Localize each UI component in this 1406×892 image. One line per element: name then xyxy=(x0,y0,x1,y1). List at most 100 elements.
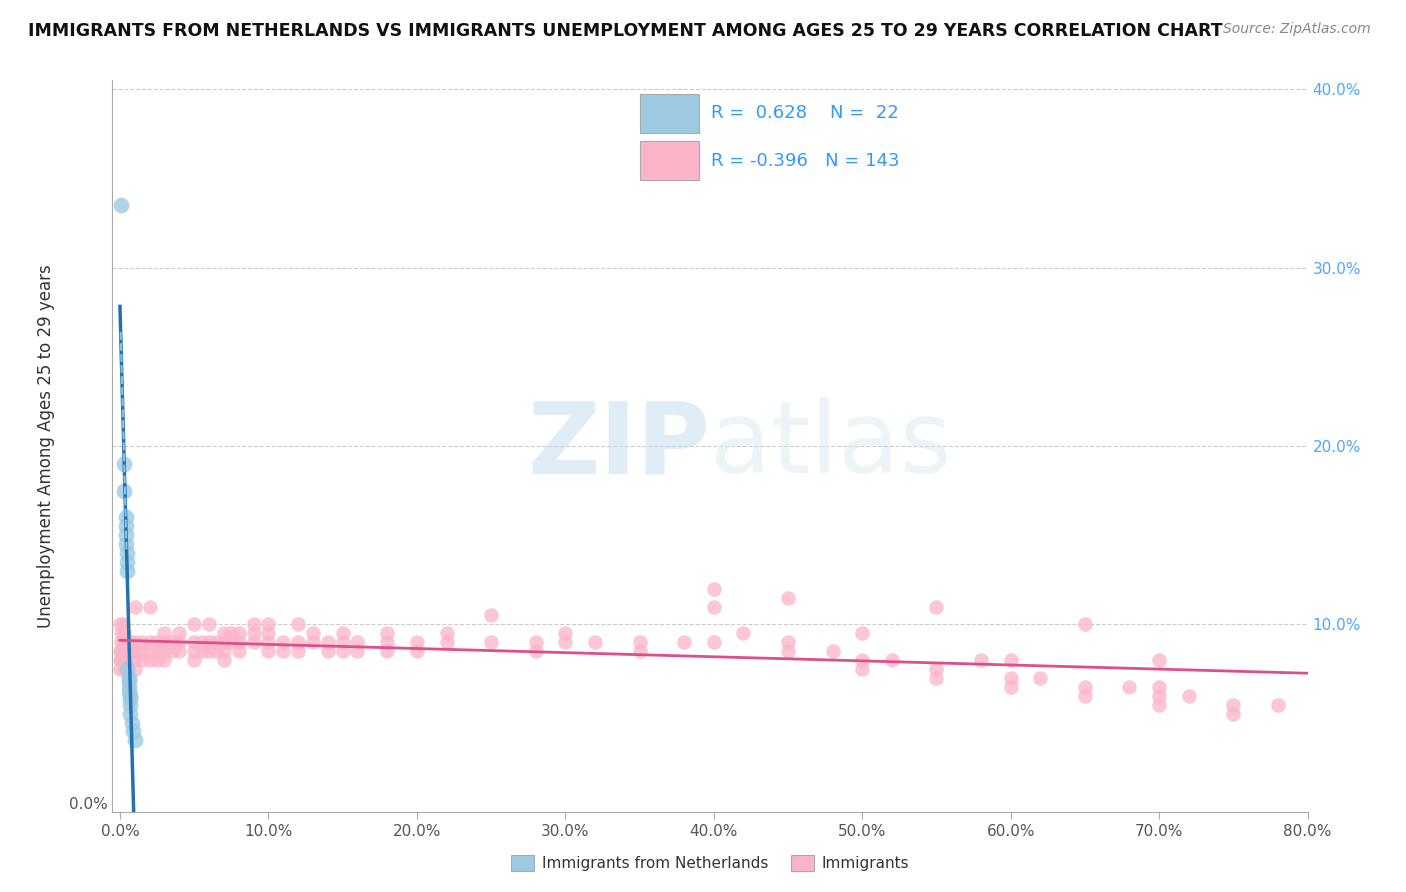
Point xyxy=(703,635,725,649)
Point xyxy=(112,653,135,667)
Point xyxy=(242,626,264,640)
Point xyxy=(117,546,139,560)
Point xyxy=(925,599,948,614)
Point xyxy=(120,692,142,706)
Point xyxy=(405,635,427,649)
Point xyxy=(110,635,132,649)
Point xyxy=(479,635,502,649)
Point xyxy=(169,626,191,640)
Point xyxy=(257,644,280,658)
Text: Source: ZipAtlas.com: Source: ZipAtlas.com xyxy=(1223,22,1371,37)
Point xyxy=(110,653,132,667)
Point xyxy=(628,644,651,658)
Y-axis label: Unemployment Among Ages 25 to 29 years: Unemployment Among Ages 25 to 29 years xyxy=(37,264,55,628)
Point xyxy=(1267,698,1289,712)
Point xyxy=(153,635,176,649)
Point xyxy=(375,635,398,649)
Point xyxy=(703,582,725,596)
Point xyxy=(851,626,873,640)
Point xyxy=(1147,698,1170,712)
Point xyxy=(112,635,135,649)
Point xyxy=(205,635,228,649)
Point xyxy=(302,626,325,640)
Point xyxy=(219,626,242,640)
Text: IMMIGRANTS FROM NETHERLANDS VS IMMIGRANTS UNEMPLOYMENT AMONG AGES 25 TO 29 YEARS: IMMIGRANTS FROM NETHERLANDS VS IMMIGRANT… xyxy=(28,22,1223,40)
Point xyxy=(479,608,502,623)
Point xyxy=(332,644,354,658)
Point xyxy=(169,644,191,658)
Point xyxy=(287,617,309,632)
Point xyxy=(346,635,368,649)
Point xyxy=(257,635,280,649)
Point xyxy=(111,644,134,658)
Point xyxy=(169,635,191,649)
Point xyxy=(124,733,146,747)
Point xyxy=(1147,653,1170,667)
Point xyxy=(138,644,160,658)
Point xyxy=(332,635,354,649)
Point xyxy=(1178,689,1201,703)
Point xyxy=(160,635,183,649)
Point xyxy=(1074,689,1097,703)
Point xyxy=(124,644,146,658)
Point xyxy=(1000,653,1022,667)
Point xyxy=(111,635,134,649)
Point xyxy=(776,591,799,605)
Point xyxy=(183,635,205,649)
Point xyxy=(821,644,844,658)
Point xyxy=(198,617,221,632)
Point xyxy=(436,626,458,640)
Point xyxy=(118,674,141,689)
Point xyxy=(146,644,169,658)
Point xyxy=(153,626,176,640)
Point xyxy=(287,644,309,658)
Point xyxy=(554,635,576,649)
Point xyxy=(219,635,242,649)
Point xyxy=(117,644,139,658)
Point xyxy=(108,662,131,676)
Point xyxy=(1000,680,1022,694)
Point xyxy=(117,635,139,649)
Point xyxy=(108,644,131,658)
Point xyxy=(1222,698,1244,712)
Point xyxy=(1074,680,1097,694)
Point xyxy=(121,715,143,730)
Point xyxy=(112,644,135,658)
Point xyxy=(212,653,235,667)
Point xyxy=(160,644,183,658)
Point xyxy=(115,537,138,551)
Point xyxy=(115,528,138,542)
Point xyxy=(120,706,142,721)
Point xyxy=(112,626,135,640)
Text: atlas: atlas xyxy=(710,398,952,494)
Point xyxy=(405,644,427,658)
Point xyxy=(524,635,547,649)
Point xyxy=(120,644,142,658)
Point xyxy=(970,653,993,667)
Point xyxy=(190,635,212,649)
Point xyxy=(375,626,398,640)
Point xyxy=(436,635,458,649)
Point xyxy=(108,617,131,632)
Point xyxy=(554,626,576,640)
Point xyxy=(332,626,354,640)
Point xyxy=(110,644,132,658)
Point xyxy=(112,457,135,471)
Point xyxy=(183,617,205,632)
Point xyxy=(112,483,135,498)
Point xyxy=(120,698,142,712)
Point xyxy=(118,685,141,699)
Point xyxy=(117,653,139,667)
Point xyxy=(776,644,799,658)
Point xyxy=(1074,617,1097,632)
Point xyxy=(131,635,153,649)
Point xyxy=(183,653,205,667)
Point xyxy=(228,626,250,640)
Point xyxy=(153,644,176,658)
Point xyxy=(120,689,142,703)
Point xyxy=(316,635,339,649)
Point xyxy=(205,644,228,658)
Point xyxy=(138,635,160,649)
Point xyxy=(111,617,134,632)
Point xyxy=(673,635,696,649)
